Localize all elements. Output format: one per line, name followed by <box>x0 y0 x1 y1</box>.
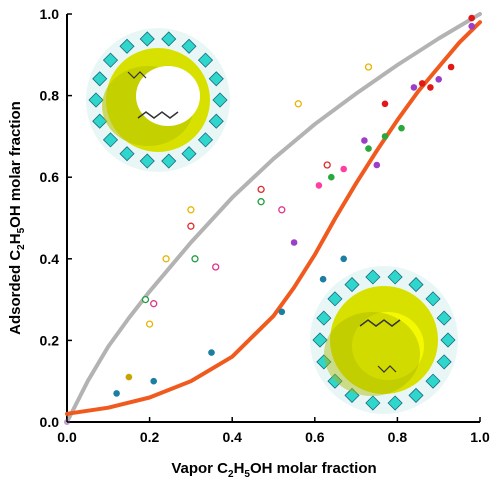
x-tick-label: 1.0 <box>470 429 490 445</box>
data-point <box>398 124 405 132</box>
polyhedron-shape <box>197 52 214 68</box>
data-point <box>364 63 373 71</box>
data-point <box>340 165 348 173</box>
data-point <box>315 182 323 189</box>
data-point <box>410 84 418 91</box>
polyhedron-shape <box>208 71 224 87</box>
data-point <box>468 22 476 30</box>
polyhedron-shape <box>408 387 424 403</box>
data-point <box>294 100 302 108</box>
polyhedron-shape <box>425 291 441 307</box>
data-points <box>64 14 476 425</box>
polyhedron-shape <box>102 132 119 148</box>
data-point <box>418 80 426 87</box>
data-point <box>468 14 476 22</box>
polyhedron-shape <box>440 332 456 348</box>
data-point <box>257 185 265 194</box>
y-tick-label: 0.2 <box>40 332 60 348</box>
series-curve-0 <box>65 12 482 424</box>
polyhedron-shape <box>197 132 214 148</box>
polyhedron-shape <box>436 310 452 326</box>
polyhedron-shape <box>102 52 119 68</box>
data-point <box>447 63 455 71</box>
data-point <box>113 390 120 397</box>
data-point <box>435 76 443 83</box>
polyhedron-shape <box>327 291 343 307</box>
data-point <box>323 161 331 169</box>
y-tick-label: 0.4 <box>40 251 60 267</box>
polyhedron-shape <box>139 153 155 169</box>
data-point <box>381 100 389 108</box>
data-point <box>381 133 389 140</box>
data-point <box>187 206 195 214</box>
polyhedron-shape <box>344 277 360 293</box>
framework-inset-filled <box>310 266 458 414</box>
x-tick-label: 0.2 <box>140 429 160 445</box>
curves <box>65 12 482 424</box>
x-tick-label: 0.6 <box>305 429 325 445</box>
polyhedron-shape <box>387 395 403 411</box>
x-tick-label: 0.0 <box>57 429 77 445</box>
polyhedron-shape <box>365 395 381 411</box>
polyhedron-shape <box>212 92 228 108</box>
polyhedron-shape <box>161 31 177 47</box>
data-point <box>278 206 286 214</box>
polyhedron-shape <box>387 269 403 285</box>
polyhedron-shape <box>312 332 328 348</box>
y-tick-label: 0.8 <box>40 88 60 104</box>
polyhedron-shape <box>365 269 381 285</box>
polyhedron-shape <box>316 354 332 370</box>
series-curve-1 <box>65 20 482 416</box>
polyhedron-shape <box>119 38 135 54</box>
polyhedron-shape <box>88 92 104 108</box>
x-tick-label: 0.4 <box>222 429 242 445</box>
polyhedron-shape <box>208 113 224 129</box>
data-point <box>141 295 150 304</box>
polyhedron-shape <box>161 153 177 169</box>
axes-frame <box>66 14 480 423</box>
data-point <box>365 145 372 152</box>
data-point <box>150 300 158 308</box>
data-point <box>319 275 327 283</box>
polyhedron-shape <box>92 71 108 87</box>
data-point <box>145 320 154 328</box>
data-point <box>212 263 220 271</box>
y-tick-label: 0.0 <box>40 414 60 430</box>
polyhedron-shape <box>408 277 424 293</box>
data-point <box>150 377 157 385</box>
polyhedron-shape <box>436 354 452 370</box>
data-point <box>257 198 265 206</box>
data-point <box>290 239 298 246</box>
x-axis-title: Vapor C2H5OH molar fraction <box>171 460 376 480</box>
data-point <box>340 255 348 263</box>
data-point <box>361 137 368 144</box>
polyhedron-shape <box>425 373 441 389</box>
data-point <box>373 161 381 169</box>
y-axis-title: Adsorded C2H5OH molar fraction <box>7 101 27 335</box>
polyhedron-shape <box>316 310 332 326</box>
data-point <box>278 308 286 316</box>
data-point <box>208 349 215 356</box>
polyhedron-shape <box>181 38 197 54</box>
data-point <box>191 255 199 263</box>
data-point <box>125 373 133 381</box>
ticks: 0.0 0.2 0.4 0.6 0.8 1.0 0.0 0.2 0.4 0.6 0.8 1.0 <box>40 6 490 445</box>
y-tick-label: 0.6 <box>40 169 60 185</box>
data-point <box>187 222 195 230</box>
polyhedron-shape <box>344 387 360 403</box>
x-tick-label: 0.8 <box>388 429 408 445</box>
polyhedron-shape <box>181 146 197 162</box>
data-point <box>427 84 434 91</box>
data-point <box>328 173 335 181</box>
polyhedron-shape <box>92 113 108 129</box>
y-tick-label: 1.0 <box>40 6 60 22</box>
data-point <box>162 255 170 263</box>
polyhedron-shape <box>139 31 155 47</box>
polyhedron-shape <box>327 373 343 389</box>
polyhedron-shape <box>119 146 135 162</box>
framework-inset-open <box>86 28 230 172</box>
